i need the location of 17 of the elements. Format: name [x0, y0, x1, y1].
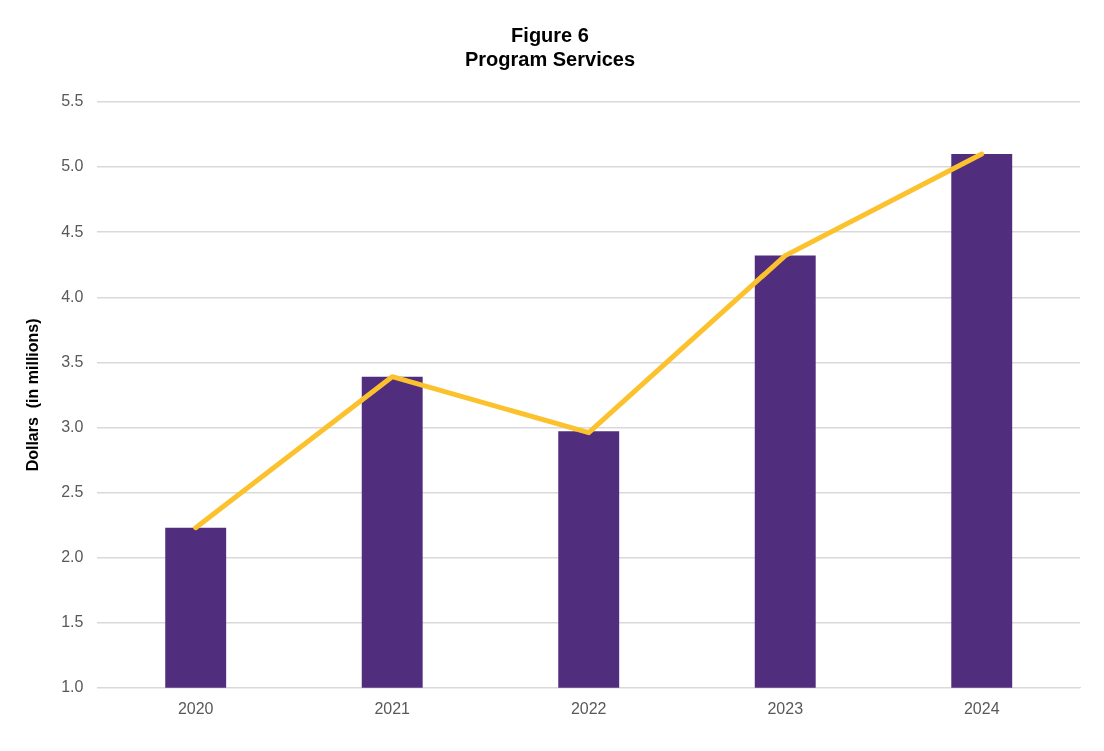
y-tick-label: 1.5: [61, 613, 84, 631]
chart-title: Figure 6 Program Services: [464, 23, 636, 70]
y-tick-label: 5.0: [61, 157, 84, 175]
y-tick-label: 4.0: [61, 287, 84, 305]
y-tick-label: 3.5: [61, 352, 84, 370]
y-tick-label: 4.5: [61, 222, 84, 240]
x-tick-label: 2023: [767, 699, 804, 717]
y-tick-label: 2.0: [61, 548, 84, 566]
x-tick-label: 2022: [570, 699, 607, 717]
y-tick-label: 1.0: [61, 678, 84, 696]
x-tick-label: 2024: [963, 699, 1000, 717]
x-tick-label: 2021: [374, 699, 411, 717]
y-tick-label: 3.0: [61, 417, 84, 435]
x-tick-label: 2020: [177, 699, 214, 717]
y-tick-label: 5.5: [61, 92, 84, 110]
y-axis-title: Dollars (in millions): [24, 318, 42, 472]
y-tick-label: 2.5: [61, 482, 84, 500]
